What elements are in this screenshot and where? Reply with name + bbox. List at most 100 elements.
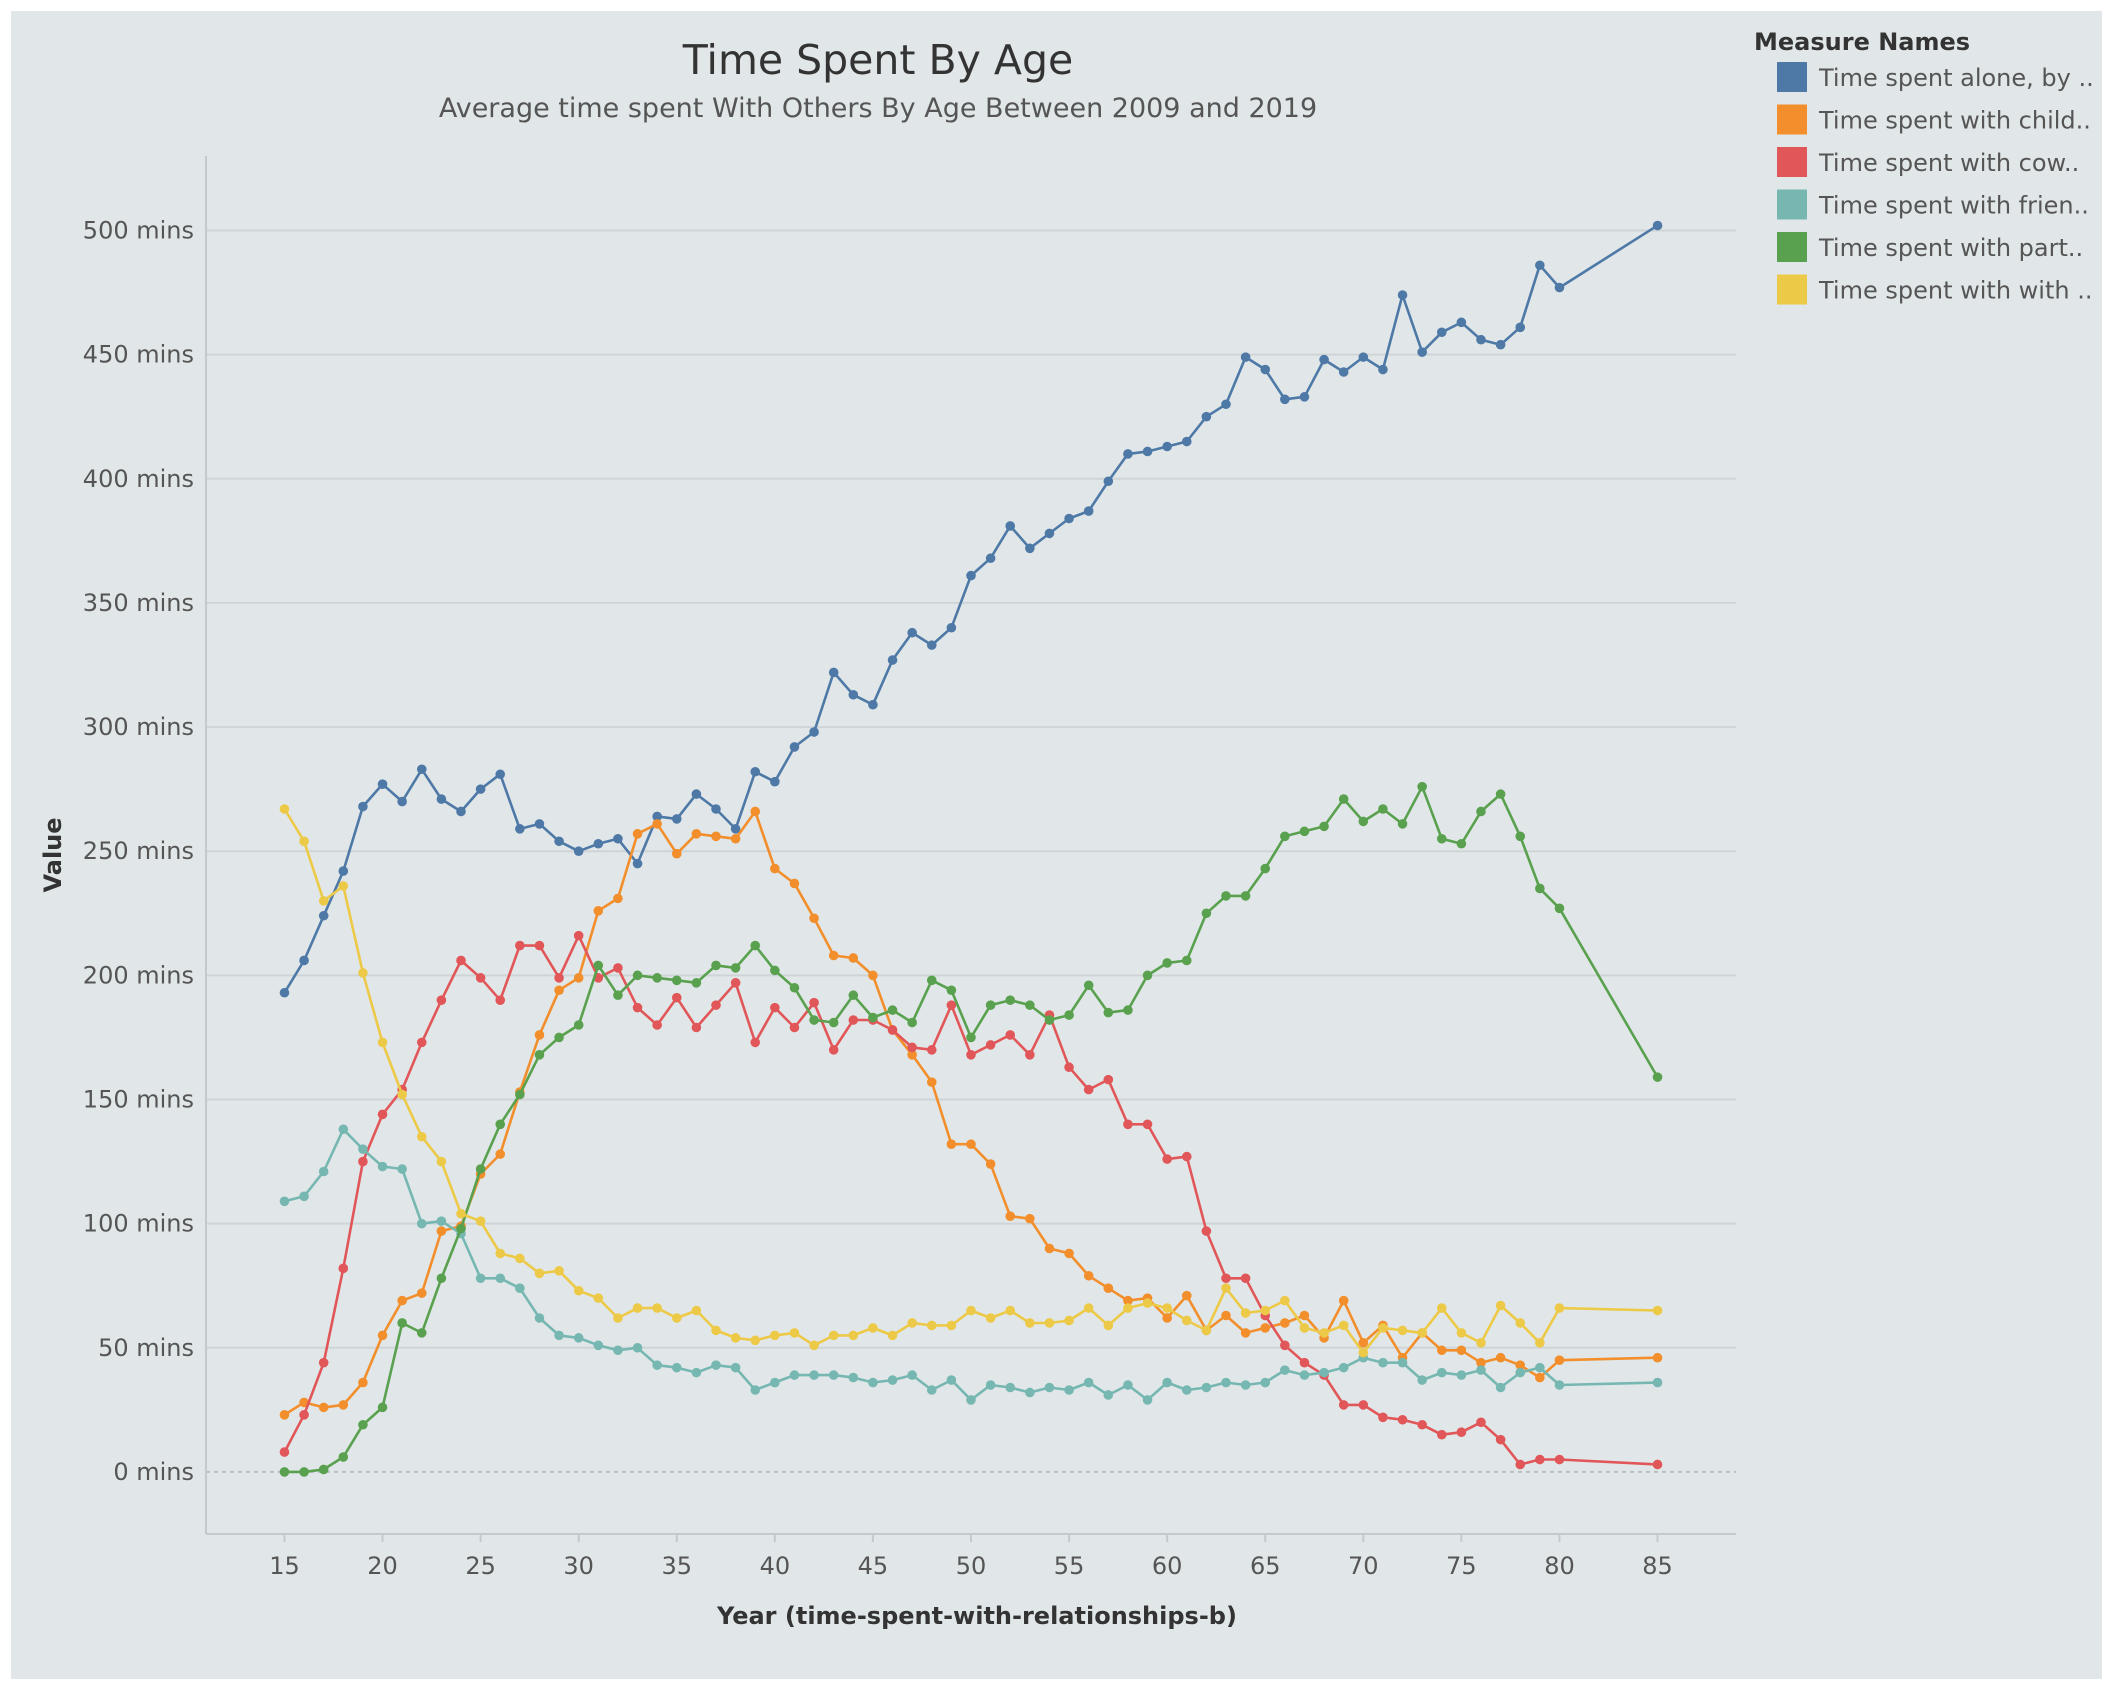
data-point[interactable]: [1064, 1010, 1074, 1020]
data-point[interactable]: [1456, 838, 1467, 849]
data-point[interactable]: [1083, 1084, 1094, 1095]
data-point[interactable]: [691, 1305, 702, 1316]
data-point[interactable]: [671, 814, 682, 824]
data-point[interactable]: [1201, 411, 1212, 422]
data-point[interactable]: [1123, 1295, 1133, 1306]
data-point[interactable]: [1338, 1362, 1349, 1373]
data-point[interactable]: [985, 1380, 996, 1390]
data-point[interactable]: [495, 995, 506, 1005]
data-point[interactable]: [1456, 1328, 1467, 1338]
data-point[interactable]: [573, 1020, 584, 1030]
data-point[interactable]: [495, 1248, 506, 1259]
data-point[interactable]: [1319, 1328, 1329, 1338]
data-point[interactable]: [985, 1313, 996, 1323]
data-point[interactable]: [318, 1357, 329, 1368]
data-point[interactable]: [1417, 1419, 1427, 1430]
data-point[interactable]: [1358, 352, 1369, 362]
data-point[interactable]: [1142, 970, 1153, 981]
data-point[interactable]: [1417, 1328, 1427, 1338]
data-point[interactable]: [1417, 347, 1427, 357]
data-point[interactable]: [1535, 883, 1545, 894]
data-point[interactable]: [436, 794, 447, 804]
data-point[interactable]: [1280, 1295, 1290, 1306]
data-point[interactable]: [593, 838, 604, 849]
data-point[interactable]: [475, 784, 486, 794]
data-point[interactable]: [377, 1330, 388, 1341]
data-point[interactable]: [593, 905, 604, 916]
data-point[interactable]: [1103, 476, 1114, 487]
data-point[interactable]: [1103, 1283, 1114, 1293]
data-point[interactable]: [1181, 1315, 1192, 1326]
data-point[interactable]: [632, 970, 643, 981]
data-point[interactable]: [1515, 1459, 1526, 1470]
data-point[interactable]: [907, 627, 917, 638]
data-point[interactable]: [358, 968, 368, 978]
data-point[interactable]: [966, 1139, 976, 1149]
data-point[interactable]: [279, 1447, 290, 1457]
data-point[interactable]: [789, 878, 800, 889]
data-point[interactable]: [868, 1012, 878, 1023]
data-point[interactable]: [613, 1345, 623, 1356]
data-point[interactable]: [848, 1330, 859, 1341]
data-point[interactable]: [1083, 1303, 1094, 1313]
data-point[interactable]: [338, 1452, 349, 1462]
data-point[interactable]: [1044, 1015, 1055, 1025]
data-point[interactable]: [1495, 1382, 1506, 1393]
data-point[interactable]: [573, 846, 584, 857]
data-point[interactable]: [1064, 1315, 1074, 1326]
data-point[interactable]: [1181, 436, 1192, 447]
data-point[interactable]: [1201, 1325, 1212, 1336]
data-point[interactable]: [671, 1313, 682, 1323]
data-point[interactable]: [299, 1410, 309, 1420]
data-point[interactable]: [730, 963, 741, 973]
data-point[interactable]: [966, 1395, 976, 1405]
data-point[interactable]: [1554, 282, 1565, 293]
data-point[interactable]: [1260, 1323, 1271, 1333]
data-point[interactable]: [1535, 1372, 1545, 1383]
data-point[interactable]: [1260, 1305, 1271, 1316]
data-point[interactable]: [613, 963, 623, 973]
data-point[interactable]: [299, 836, 309, 847]
data-point[interactable]: [652, 973, 662, 983]
data-point[interactable]: [1476, 806, 1486, 817]
data-point[interactable]: [1652, 1072, 1663, 1082]
data-point[interactable]: [691, 978, 702, 988]
data-point[interactable]: [1142, 446, 1153, 457]
data-point[interactable]: [416, 1288, 427, 1298]
data-point[interactable]: [1044, 1382, 1055, 1393]
data-point[interactable]: [1476, 1338, 1486, 1348]
data-point[interactable]: [711, 1000, 721, 1010]
data-point[interactable]: [632, 1002, 643, 1013]
data-point[interactable]: [770, 776, 780, 787]
data-point[interactable]: [1083, 1270, 1094, 1281]
data-point[interactable]: [1436, 1345, 1447, 1356]
data-point[interactable]: [1652, 220, 1663, 231]
data-point[interactable]: [1240, 1308, 1251, 1318]
data-point[interactable]: [1515, 1318, 1526, 1328]
data-point[interactable]: [1181, 1385, 1192, 1395]
data-point[interactable]: [1142, 1395, 1153, 1405]
data-point[interactable]: [1299, 392, 1310, 402]
data-point[interactable]: [358, 1156, 368, 1167]
data-point[interactable]: [770, 863, 780, 874]
data-point[interactable]: [318, 896, 329, 906]
data-point[interactable]: [1025, 1213, 1035, 1224]
data-point[interactable]: [1280, 394, 1290, 405]
data-point[interactable]: [1338, 1295, 1349, 1306]
data-point[interactable]: [946, 1375, 957, 1385]
data-point[interactable]: [809, 1340, 819, 1351]
data-point[interactable]: [1338, 1400, 1349, 1410]
data-point[interactable]: [1181, 955, 1192, 966]
data-point[interactable]: [613, 990, 623, 1001]
data-point[interactable]: [711, 960, 721, 971]
data-point[interactable]: [652, 1360, 662, 1370]
data-point[interactable]: [632, 829, 643, 839]
data-point[interactable]: [613, 833, 623, 844]
data-point[interactable]: [573, 1333, 584, 1343]
data-point[interactable]: [1280, 1340, 1290, 1351]
data-point[interactable]: [299, 1191, 309, 1202]
data-point[interactable]: [848, 1372, 859, 1383]
data-point[interactable]: [1358, 1400, 1369, 1410]
data-point[interactable]: [1221, 1310, 1231, 1321]
data-point[interactable]: [416, 1131, 427, 1142]
